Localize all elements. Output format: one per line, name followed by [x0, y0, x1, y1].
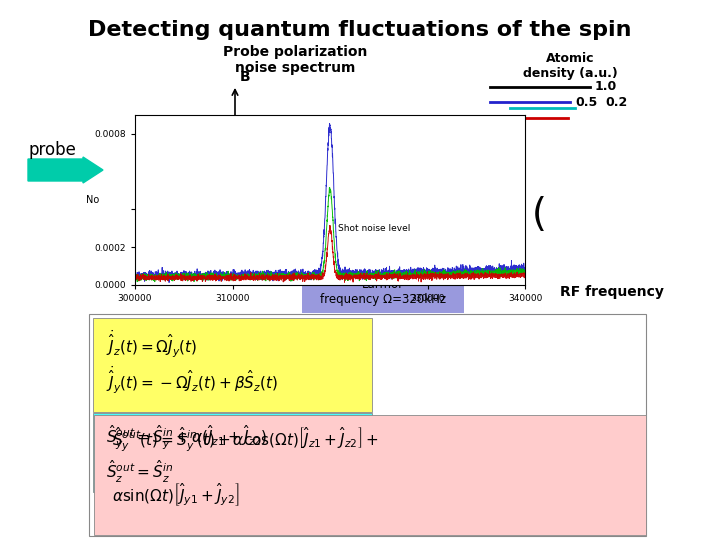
Y-axis label: No: No	[86, 195, 99, 205]
Text: $\alpha\sin(\Omega t)\left[\hat{J}_{y1} + \hat{J}_{y2}\right]$: $\alpha\sin(\Omega t)\left[\hat{J}_{y1} …	[112, 481, 239, 508]
Text: z: z	[293, 133, 301, 147]
Ellipse shape	[209, 133, 261, 147]
Text: B: B	[240, 70, 251, 84]
FancyBboxPatch shape	[302, 276, 464, 313]
Text: 1.0: 1.0	[595, 80, 617, 93]
Text: $\hat{S}_z^{out} = \hat{S}_z^{in}$: $\hat{S}_z^{out} = \hat{S}_z^{in}$	[106, 458, 174, 485]
Ellipse shape	[210, 131, 260, 150]
Text: 0.5: 0.5	[575, 96, 598, 109]
Text: Detecting quantum fluctuations of the spin: Detecting quantum fluctuations of the sp…	[89, 20, 631, 40]
Text: $\dot{\hat{J}}_z(t) = \Omega\hat{J}_y(t)$: $\dot{\hat{J}}_z(t) = \Omega\hat{J}_y(t)…	[106, 329, 197, 360]
FancyBboxPatch shape	[93, 318, 372, 412]
Text: $\dot{\hat{J}}_y(t) = -\Omega\hat{J}_z(t) + \beta\hat{S}_z(t)$: $\dot{\hat{J}}_y(t) = -\Omega\hat{J}_z(t…	[106, 365, 279, 396]
FancyBboxPatch shape	[93, 413, 372, 492]
Text: Larmor
frequency Ω=320kHz: Larmor frequency Ω=320kHz	[320, 278, 446, 306]
FancyArrow shape	[28, 157, 103, 183]
Text: $\hat{S}_y^{out} = \hat{S}_y^{in} + \alpha(\hat{J}_{z1} + \hat{J}_{z2})$: $\hat{S}_y^{out} = \hat{S}_y^{in} + \alp…	[106, 424, 268, 453]
Text: Atomic
density (a.u.): Atomic density (a.u.)	[523, 52, 617, 80]
Text: probe: probe	[28, 141, 76, 159]
Text: Shot noise level: Shot noise level	[338, 224, 410, 233]
Text: y: y	[179, 188, 190, 206]
FancyBboxPatch shape	[89, 314, 646, 536]
Text: ): )	[526, 191, 541, 229]
Text: RF frequency: RF frequency	[560, 285, 664, 299]
Text: $\hat{S}_y^{out}(t) = \hat{S}_y^{in}(t) + \alpha\cos(\Omega t)\left[\hat{J}_{z1}: $\hat{S}_y^{out}(t) = \hat{S}_y^{in}(t) …	[112, 426, 378, 454]
Text: Probe polarization
noise spectrum: Probe polarization noise spectrum	[222, 45, 367, 75]
FancyBboxPatch shape	[94, 415, 646, 535]
Text: 0.2: 0.2	[605, 97, 627, 110]
